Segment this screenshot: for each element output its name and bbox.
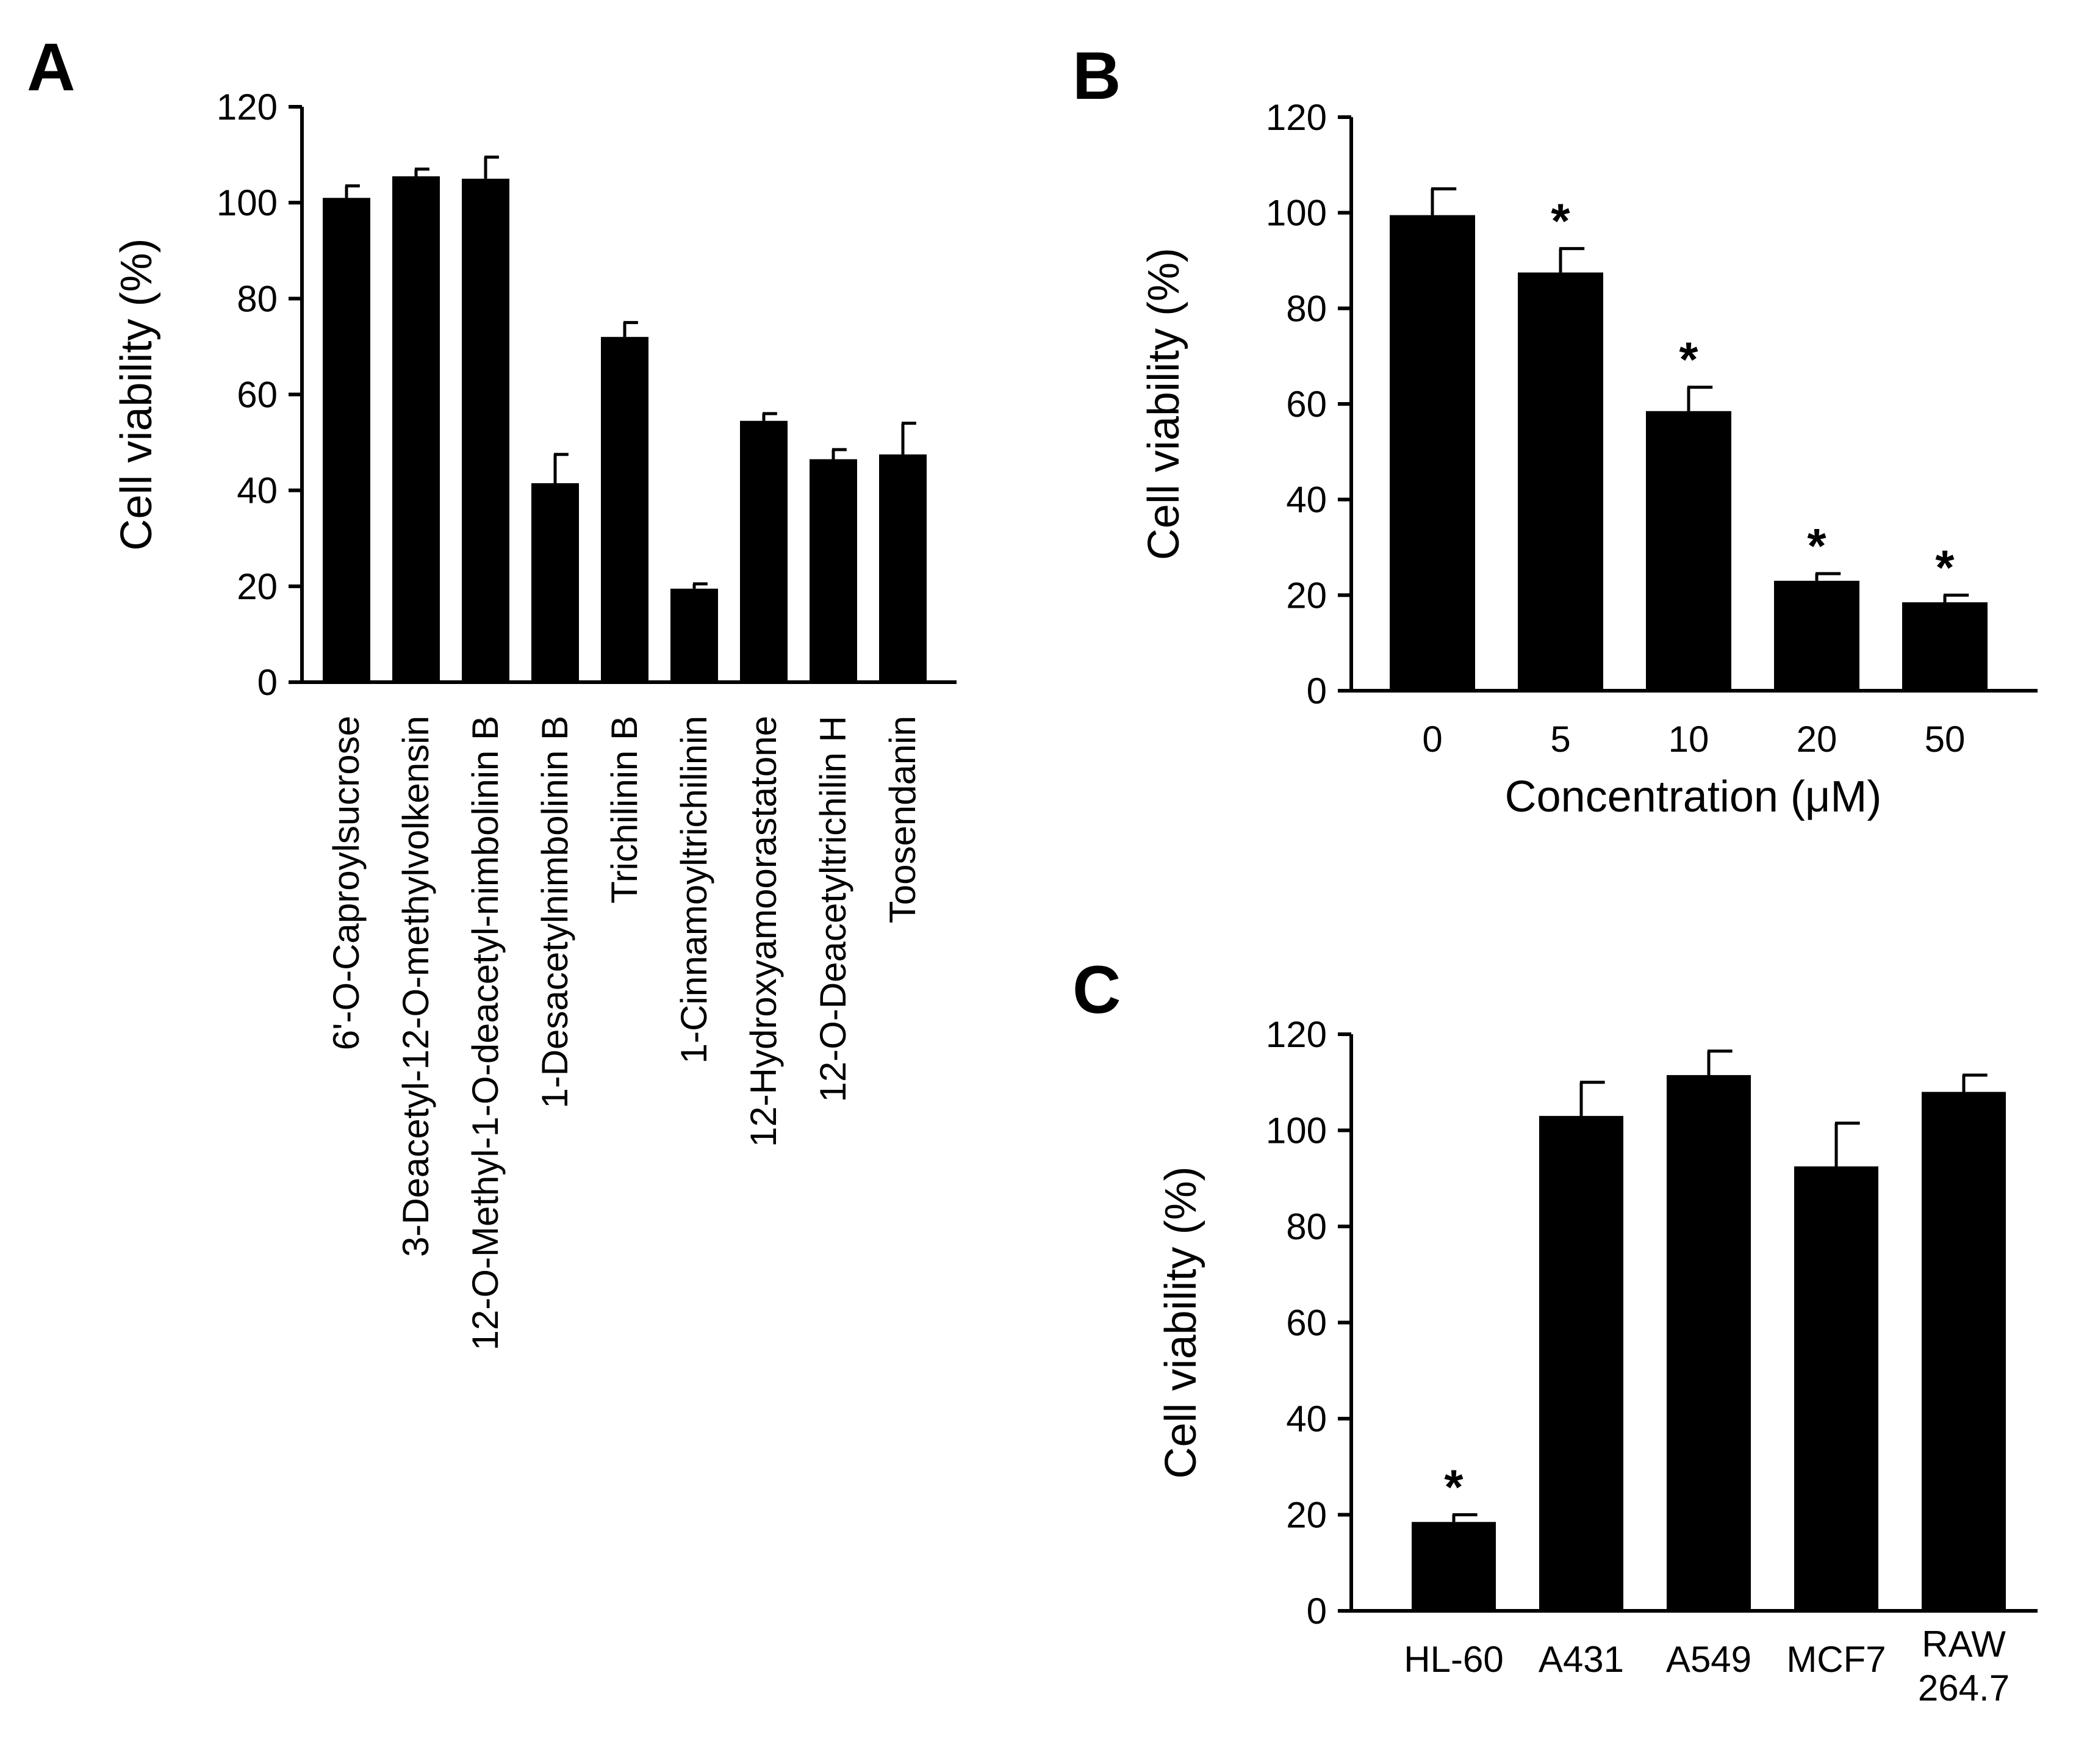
x-tick-label: MCF7	[1786, 1639, 1886, 1680]
bar	[810, 459, 857, 682]
y-tick-label: 60	[1286, 1303, 1327, 1344]
y-tick-label: 40	[1286, 480, 1327, 520]
x-tick-label: Toosendanin	[882, 716, 923, 923]
y-tick-label: 120	[1266, 1014, 1327, 1055]
x-tick-label: 3-Deacetyl-12-O-methylvolkensin	[395, 716, 436, 1257]
y-axis-title: Cell viability (%)	[1157, 1166, 1205, 1478]
x-tick-label: 0	[1422, 719, 1442, 760]
bar	[740, 420, 788, 682]
x-tick-label: 20	[1797, 719, 1837, 760]
y-tick-label: 80	[1286, 1206, 1327, 1247]
x-tick-label: 12-O-Deacetyltrichilin H	[813, 716, 853, 1103]
bar	[670, 588, 718, 682]
y-tick-label: 0	[1307, 671, 1327, 711]
y-tick-label: 0	[1307, 1591, 1327, 1632]
y-tick-label: 60	[1286, 384, 1327, 425]
y-tick-label: 120	[1266, 97, 1327, 138]
y-tick-label: 20	[237, 566, 278, 607]
significance-marker: *	[1679, 333, 1698, 387]
significance-marker: *	[1551, 193, 1570, 248]
significance-marker: *	[1444, 1460, 1464, 1514]
significance-marker: *	[1935, 540, 1955, 594]
panel-b: B 0 20 40 60 80 100 120 Cell viability (%) 0 * 5 * 10…	[1072, 38, 2038, 821]
bar	[1667, 1075, 1751, 1611]
x-tick-label: 1-Desacetylnimbolinin B	[534, 716, 575, 1109]
x-tick-label: 12-O-Methyl-1-O-deacetyl-nimbolinin B	[465, 716, 506, 1350]
bar	[879, 454, 927, 682]
y-tick-label: 60	[237, 375, 278, 416]
bar	[1646, 411, 1731, 691]
y-tick-label: 100	[217, 182, 278, 223]
y-tick-label: 100	[1266, 1111, 1327, 1151]
x-tick-label: Trichilinin B	[604, 716, 645, 904]
y-tick-label: 40	[237, 470, 278, 511]
bar	[1794, 1166, 1878, 1611]
x-tick-label-line: 264.7	[1918, 1668, 2010, 1708]
bar	[462, 178, 509, 682]
significance-marker: *	[1807, 519, 1826, 573]
y-axis-title: Cell viability (%)	[112, 238, 161, 550]
bar	[1774, 580, 1859, 691]
bar	[531, 483, 579, 682]
x-tick-label: HL-60	[1404, 1639, 1503, 1680]
bar	[1412, 1522, 1496, 1611]
y-tick-label: 40	[1286, 1399, 1327, 1439]
x-tick-label: 10	[1668, 719, 1709, 760]
y-axis-title: Cell viability (%)	[1140, 248, 1188, 560]
y-tick-label: 80	[1286, 288, 1327, 329]
x-tick-label-line: RAW	[1922, 1624, 2006, 1665]
bar	[323, 198, 370, 682]
y-tick-label: 20	[1286, 1495, 1327, 1536]
y-tick-label: 120	[217, 87, 278, 128]
panel-letter-c: C	[1072, 952, 1121, 1028]
panel-a: A 0 20 40 60 80 100 120 Cell viability (%) 6'-O-C…	[27, 30, 957, 1350]
x-tick-label: A431	[1539, 1639, 1624, 1680]
panel-letter-b: B	[1072, 38, 1121, 113]
x-tick-label: 50	[1925, 719, 1966, 760]
y-tick-label: 20	[1286, 575, 1327, 616]
x-tick-label: A549	[1666, 1639, 1751, 1680]
bar	[1539, 1115, 1623, 1611]
x-tick-label: 6'-O-Caproylsucrose	[326, 716, 367, 1050]
y-tick-label: 100	[1266, 193, 1327, 234]
x-axis-title: Concentration (μM)	[1505, 772, 1882, 821]
panel-letter-a: A	[27, 30, 75, 105]
x-tick-label: RAW 264.7	[1918, 1624, 2010, 1708]
x-tick-label: 5	[1550, 719, 1570, 760]
bar	[1902, 602, 1988, 691]
bar	[1922, 1092, 2006, 1611]
y-tick-label: 80	[237, 278, 278, 319]
bar	[392, 176, 440, 683]
bar	[1518, 272, 1603, 691]
panel-c: C 0 20 40 60 80 100 120 Cell viability (%) * HL-60…	[1072, 952, 2038, 1708]
bar	[1390, 215, 1475, 691]
y-tick-label: 0	[257, 662, 278, 703]
x-tick-label: 12-Hydroxyamoorastatone	[743, 716, 784, 1147]
x-tick-label: 1-Cinnamoyltrichilinin	[673, 716, 714, 1064]
bar	[601, 337, 648, 682]
